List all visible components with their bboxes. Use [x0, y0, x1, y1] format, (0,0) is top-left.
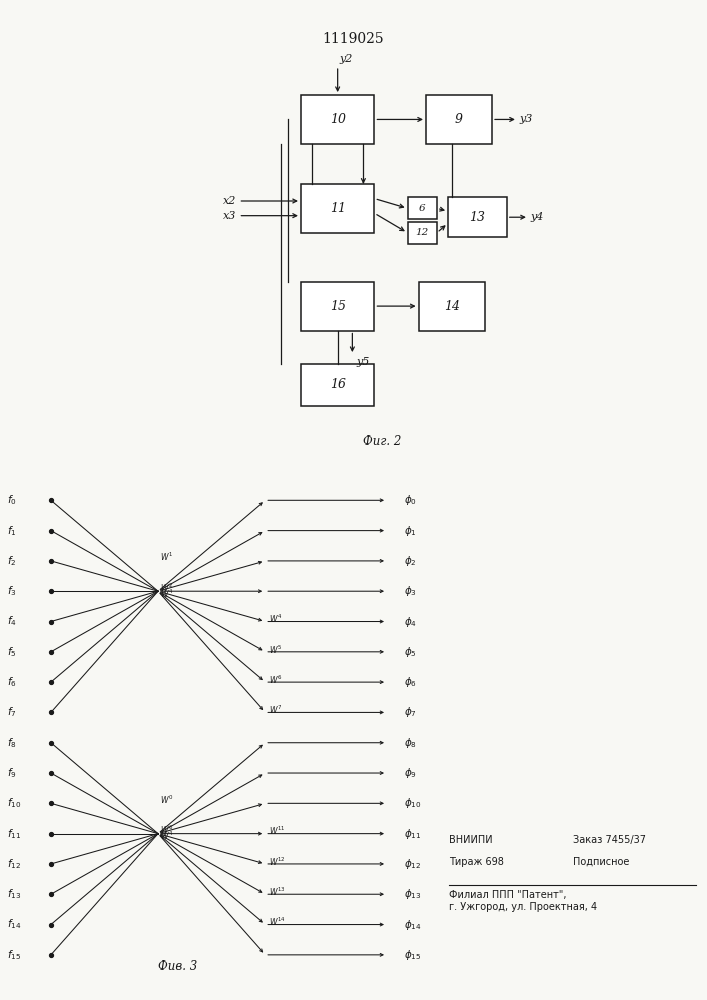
Bar — [407, 222, 437, 244]
Text: $\phi_5$: $\phi_5$ — [404, 645, 417, 659]
Bar — [301, 95, 375, 144]
Bar — [426, 95, 492, 144]
Bar — [419, 282, 485, 331]
Text: $f_{13}$: $f_{13}$ — [7, 887, 21, 901]
Text: $W^{14}$: $W^{14}$ — [269, 916, 286, 928]
Text: $W^6$: $W^6$ — [269, 673, 283, 686]
Text: y4: y4 — [531, 212, 544, 222]
Text: $W^0$: $W^0$ — [160, 793, 174, 806]
Text: Филиал ППП "Патент",
г. Ужгород, ул. Проектная, 4: Филиал ППП "Патент", г. Ужгород, ул. Про… — [449, 890, 597, 912]
Text: $W^{13}$: $W^{13}$ — [269, 886, 286, 898]
Text: $W^{11}$: $W^{11}$ — [269, 825, 286, 837]
Text: $f_1$: $f_1$ — [7, 524, 17, 538]
Text: $\phi_0$: $\phi_0$ — [404, 493, 417, 507]
Text: $W^6$: $W^6$ — [160, 824, 174, 836]
Text: $\phi_2$: $\phi_2$ — [404, 554, 416, 568]
Text: $\phi_{12}$: $\phi_{12}$ — [404, 857, 421, 871]
Text: $f_{14}$: $f_{14}$ — [7, 918, 21, 931]
Text: Фив. 3: Фив. 3 — [158, 960, 197, 973]
Text: 13: 13 — [469, 211, 486, 224]
Text: $f_7$: $f_7$ — [7, 706, 17, 719]
Bar — [301, 184, 375, 233]
Bar — [301, 364, 375, 406]
Bar — [448, 197, 507, 237]
Text: y2: y2 — [339, 54, 353, 64]
Text: $f_4$: $f_4$ — [7, 615, 17, 628]
Text: 10: 10 — [329, 113, 346, 126]
Text: 9: 9 — [455, 113, 463, 126]
Text: $f_8$: $f_8$ — [7, 736, 17, 750]
Text: $f_0$: $f_0$ — [7, 493, 17, 507]
Text: 12: 12 — [416, 228, 429, 237]
Text: $f_5$: $f_5$ — [7, 645, 17, 659]
Text: $\phi_7$: $\phi_7$ — [404, 705, 417, 719]
Text: 1119025: 1119025 — [322, 32, 385, 46]
Text: $W^4$: $W^4$ — [160, 587, 174, 600]
Text: Подписное: Подписное — [573, 857, 629, 867]
Text: $\phi_{10}$: $\phi_{10}$ — [404, 796, 421, 810]
Text: $f_{11}$: $f_{11}$ — [7, 827, 21, 841]
Text: $f_2$: $f_2$ — [7, 554, 16, 568]
Bar — [301, 282, 375, 331]
Text: 14: 14 — [443, 300, 460, 313]
Text: Фиг. 2: Фиг. 2 — [363, 435, 401, 448]
Text: $f_9$: $f_9$ — [7, 766, 17, 780]
Text: Заказ 7455/37: Заказ 7455/37 — [573, 835, 645, 845]
Text: 16: 16 — [329, 378, 346, 391]
Text: $\phi_{15}$: $\phi_{15}$ — [404, 948, 421, 962]
Text: $\phi_3$: $\phi_3$ — [404, 584, 417, 598]
Text: $W^1$: $W^1$ — [160, 551, 174, 563]
Text: y5: y5 — [356, 357, 370, 367]
Text: 11: 11 — [329, 202, 346, 215]
Text: $W^7$: $W^7$ — [269, 704, 282, 716]
Text: x2: x2 — [223, 196, 237, 206]
Text: $f_{10}$: $f_{10}$ — [7, 796, 21, 810]
Text: $\phi_{11}$: $\phi_{11}$ — [404, 827, 421, 841]
Text: $W^{12}$: $W^{12}$ — [269, 855, 286, 868]
Text: $\phi_6$: $\phi_6$ — [404, 675, 417, 689]
Text: $f_{15}$: $f_{15}$ — [7, 948, 21, 962]
Text: $\phi_{13}$: $\phi_{13}$ — [404, 887, 421, 901]
Text: $\phi_4$: $\phi_4$ — [404, 615, 417, 629]
Text: 15: 15 — [329, 300, 346, 313]
Text: y3: y3 — [520, 114, 533, 124]
Text: $f_{12}$: $f_{12}$ — [7, 857, 21, 871]
Text: $W^2$: $W^2$ — [160, 581, 174, 594]
Text: ВНИИПИ: ВНИИПИ — [449, 835, 493, 845]
Text: $f_3$: $f_3$ — [7, 584, 17, 598]
Text: $W^5$: $W^5$ — [269, 643, 282, 656]
Text: Тираж 698: Тираж 698 — [449, 857, 504, 867]
Text: $\phi_{14}$: $\phi_{14}$ — [404, 918, 421, 932]
Bar — [407, 197, 437, 219]
Text: $\phi_1$: $\phi_1$ — [404, 524, 417, 538]
Text: 6: 6 — [419, 204, 426, 213]
Text: $f_6$: $f_6$ — [7, 675, 17, 689]
Text: $\phi_8$: $\phi_8$ — [404, 736, 417, 750]
Text: $W^4$: $W^4$ — [269, 613, 282, 625]
Text: $\phi_9$: $\phi_9$ — [404, 766, 417, 780]
Text: x3: x3 — [223, 211, 237, 221]
Text: $W^4$: $W^4$ — [160, 830, 174, 842]
